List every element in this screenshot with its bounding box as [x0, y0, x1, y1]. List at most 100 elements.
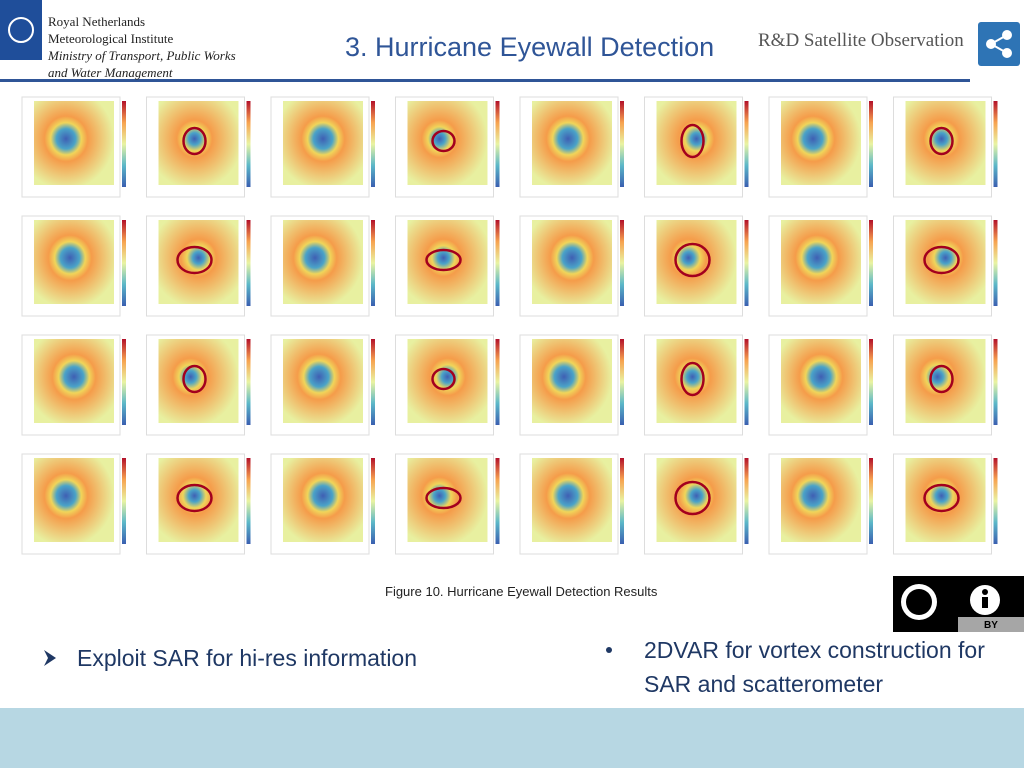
panel-image: [905, 458, 986, 542]
colorbar: [869, 101, 873, 187]
department: R&D Satellite Observation: [758, 30, 964, 51]
slide-title: 3. Hurricane Eyewall Detection: [345, 32, 715, 62]
colorbar: [620, 101, 624, 187]
bullet-text: 2DVAR for vortex construction for SAR an…: [644, 637, 985, 697]
panel-image: [532, 339, 612, 423]
panel-image: [158, 339, 239, 423]
colorbar: [371, 458, 375, 544]
colorbar: [993, 220, 998, 306]
eyewall-contour: [929, 364, 954, 394]
by-strip: [958, 617, 1024, 632]
colorbar: [869, 339, 873, 425]
panel-image: [34, 220, 114, 304]
cc-icon-inner: [906, 589, 932, 615]
license-label: BY: [984, 620, 998, 631]
panel-image: [34, 101, 114, 185]
org-line: Royal Netherlands: [48, 14, 146, 29]
panel-image: [283, 458, 363, 542]
panel-image: [158, 101, 239, 185]
colorbar: [495, 101, 500, 187]
logo-emblem: [8, 17, 34, 43]
colorbar: [620, 339, 624, 425]
figure-caption: Figure 10. Hurricane Eyewall Detection R…: [385, 584, 658, 599]
eyewall-contour: [674, 480, 711, 516]
panel-image: [34, 339, 114, 423]
eyewall-contour: [425, 248, 462, 272]
colorbar: [993, 101, 998, 187]
footer-band: [0, 708, 1024, 768]
panel-image: [532, 458, 612, 542]
colorbar: [495, 339, 500, 425]
panel-image: [407, 101, 488, 185]
panel-image: [532, 101, 612, 185]
eyewall-contour: [680, 123, 705, 159]
panel-image: [283, 339, 363, 423]
panel-image: [283, 220, 363, 304]
org-line: Ministry of Transport, Public Works: [48, 48, 236, 63]
colorbar: [122, 458, 126, 544]
share-icon: [986, 30, 1012, 58]
panel-image: [656, 101, 737, 185]
colorbar: [122, 339, 126, 425]
by-head: [982, 589, 988, 595]
colorbar: [869, 458, 873, 544]
colorbar: [122, 220, 126, 306]
panel-image: [532, 220, 612, 304]
logo: [0, 0, 42, 60]
eyewall-contour: [680, 361, 705, 397]
colorbar: [744, 101, 749, 187]
eyewall-contour: [929, 126, 954, 156]
colorbar: [869, 220, 873, 306]
colorbar: [744, 458, 749, 544]
panel-image: [781, 220, 861, 304]
panel-image: [158, 458, 239, 542]
colorbar: [371, 339, 375, 425]
colorbar: [246, 220, 251, 306]
colorbar: [371, 101, 375, 187]
panel-image: [656, 220, 737, 304]
panel-image: [781, 339, 861, 423]
colorbar: [993, 339, 998, 425]
eyewall-contour: [176, 483, 213, 513]
share-button[interactable]: [978, 22, 1020, 66]
arrow-bullet: [44, 650, 56, 666]
eyewall-contour: [674, 242, 711, 278]
colorbar: [495, 220, 500, 306]
panel-image: [283, 101, 363, 185]
eyewall-contour: [425, 486, 462, 510]
colorbar: [620, 220, 624, 306]
colorbar: [744, 339, 749, 425]
eyewall-contour: [431, 129, 456, 153]
panel-image: [905, 339, 986, 423]
org-line: and Water Management: [48, 65, 173, 80]
colorbar: [495, 458, 500, 544]
eyewall-contour: [182, 126, 207, 156]
org-line: Meteorological Institute: [48, 31, 174, 46]
colorbar: [246, 339, 251, 425]
panel-image: [34, 458, 114, 542]
colorbar: [122, 101, 126, 187]
panel-image: [781, 101, 861, 185]
panel-image: [407, 220, 488, 304]
panel-image: [781, 458, 861, 542]
colorbar: [246, 458, 251, 544]
dot-bullet: [606, 647, 612, 653]
colorbar: [371, 220, 375, 306]
eyewall-contour: [923, 245, 960, 275]
eyewall-contour: [182, 364, 207, 394]
by-person: [982, 597, 988, 608]
panel-image: [656, 458, 737, 542]
header-rule: [0, 79, 970, 82]
panel-image: [407, 458, 488, 542]
panel-image: [905, 220, 986, 304]
eyewall-contour: [923, 483, 960, 513]
panel-image: [656, 339, 737, 423]
colorbar: [744, 220, 749, 306]
figure-grid: [21, 96, 998, 555]
eyewall-contour: [176, 245, 213, 275]
panel-image: [407, 339, 488, 423]
bullet-text: Exploit SAR for hi-res information: [77, 645, 418, 671]
colorbar: [246, 101, 251, 187]
